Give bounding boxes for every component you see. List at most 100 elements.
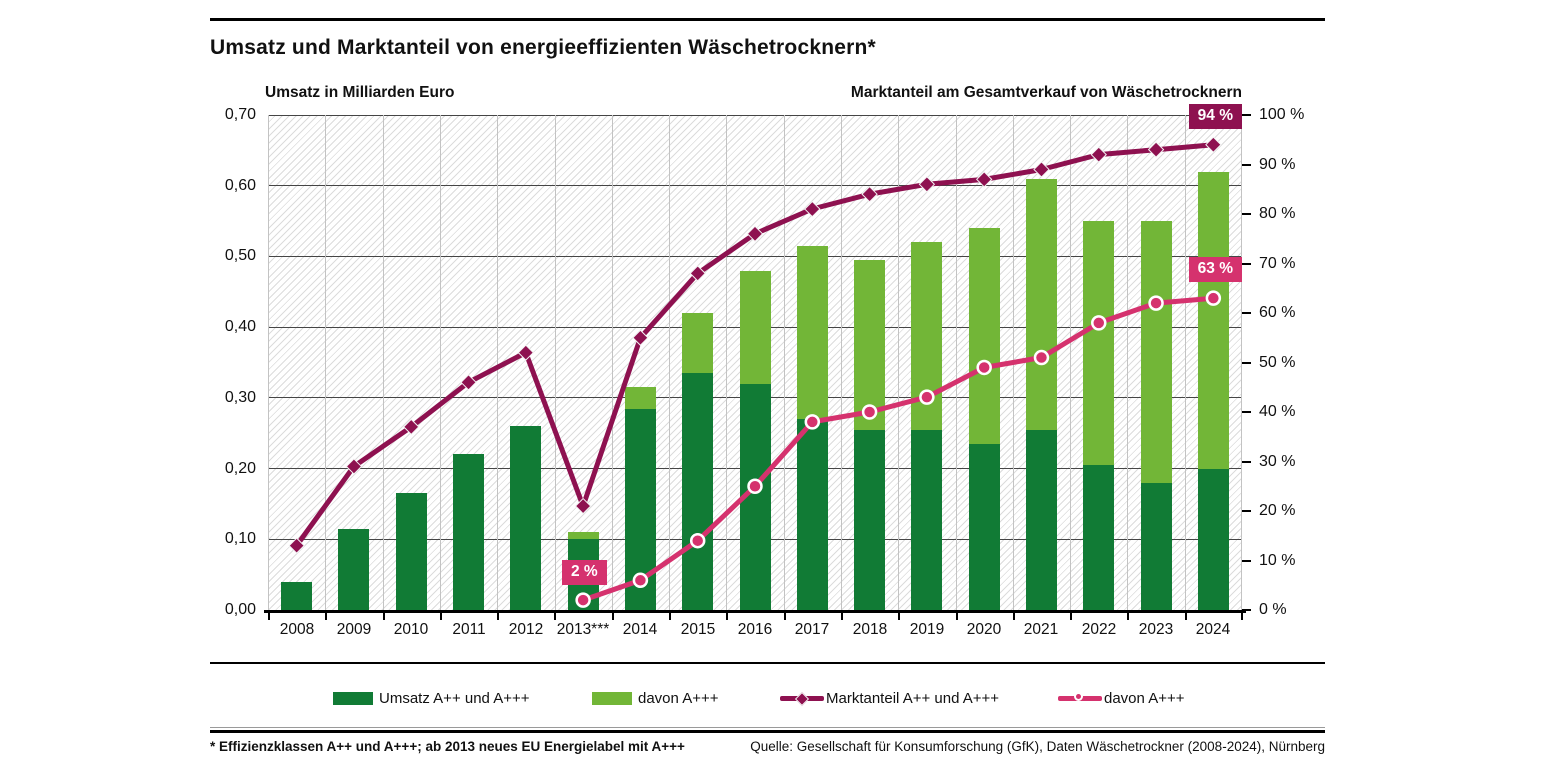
x-axis-year-label: 2022: [1081, 621, 1117, 638]
footnote: * Effizienzklassen A++ und A+++; ab 2013…: [210, 739, 685, 754]
x-axis-year-label: 2014: [622, 621, 658, 638]
circle-marker: [919, 389, 935, 405]
bar-davon-a3: [739, 270, 771, 384]
v-gridline: [1127, 115, 1129, 610]
legend-swatch-light_green: [592, 692, 632, 705]
right-axis-tick: [1242, 609, 1251, 611]
marktanteil-davon-a3-line: [582, 295, 1214, 603]
x-axis-year-label: 2012: [508, 621, 544, 638]
right-axis-tick: [1242, 114, 1251, 116]
circle-marker: [1148, 295, 1164, 311]
bar-davon-a3: [854, 260, 886, 430]
legend-label: Marktanteil A++ und A+++: [826, 690, 1000, 707]
bar-umsatz-gesamt: [968, 443, 1000, 610]
right-axis-tick-label: 60 %: [1259, 304, 1296, 321]
circle-marker: [689, 532, 706, 549]
circle-marker: [976, 359, 992, 376]
right-axis-tick: [1242, 312, 1251, 314]
bar-davon-a3: [682, 313, 714, 374]
v-gridline: [726, 115, 728, 610]
x-axis-tick: [1070, 613, 1072, 620]
diamond-marker: [403, 418, 420, 436]
left-axis-title: Umsatz in Milliarden Euro: [265, 84, 455, 101]
legend-diamond-marker: [794, 691, 810, 706]
diamond-marker: [746, 225, 764, 243]
bar-umsatz-gesamt: [1197, 468, 1229, 610]
left-axis-tick-label: 0,70: [224, 106, 256, 123]
circle-marker: [1205, 290, 1222, 306]
x-axis-year-label: 2024: [1195, 621, 1231, 638]
h-gridline: [268, 256, 1242, 257]
x-axis-year-label: 2011: [452, 621, 486, 638]
bar-davon-a3: [1026, 178, 1057, 430]
right-axis-tick: [1242, 560, 1251, 562]
data-label-94%: 94 %: [1188, 104, 1242, 129]
diamond-marker: [1147, 141, 1165, 158]
v-gridline: [439, 115, 441, 610]
x-axis-year-label: 2021: [1023, 621, 1059, 638]
x-axis-year-label: 2013***: [556, 621, 610, 638]
diamond-marker: [1033, 161, 1050, 178]
circle-marker: [575, 592, 591, 608]
v-gridline: [783, 115, 785, 610]
circle-marker: [747, 478, 763, 494]
data-label-2%: 2 %: [562, 560, 607, 585]
legend-dot-marker: [1074, 692, 1083, 701]
x-axis-tick: [726, 613, 728, 620]
x-axis-tick: [1185, 613, 1187, 620]
x-axis-tick: [268, 613, 270, 620]
v-gridline: [382, 115, 384, 610]
x-axis-year-label: 2018: [852, 621, 888, 638]
circle-marker: [804, 414, 821, 430]
chart-title: Umsatz und Marktanteil von energieeffizi…: [210, 36, 876, 59]
v-gridline: [1241, 115, 1242, 610]
source-credit: Quelle: Gesellschaft für Konsumforschung…: [750, 739, 1325, 754]
h-gridline: [268, 115, 1242, 116]
legend-top-rule: [210, 662, 1325, 664]
bar-umsatz-gesamt: [854, 429, 886, 610]
data-label-63%: 63 %: [1188, 257, 1242, 282]
left-axis-tick-label: 0,40: [224, 318, 256, 335]
v-gridline: [669, 115, 671, 610]
x-axis-tick: [497, 613, 499, 620]
diamond-marker: [632, 329, 649, 346]
diamond-marker: [1090, 146, 1107, 163]
footer-thick-rule: [210, 730, 1325, 733]
v-gridline: [1184, 115, 1186, 610]
v-gridline: [611, 115, 613, 610]
bar-umsatz-gesamt: [395, 493, 427, 610]
right-axis-tick: [1242, 164, 1251, 166]
x-axis-year-label: 2019: [909, 621, 945, 638]
left-axis-tick-label: 0,30: [224, 389, 256, 406]
right-axis-tick-label: 50 %: [1259, 354, 1296, 371]
right-axis-tick: [1242, 510, 1251, 512]
diamond-marker: [1205, 136, 1222, 153]
bar-umsatz-gesamt: [1026, 429, 1057, 610]
right-axis-tick: [1242, 461, 1251, 463]
diamond-marker: [345, 458, 363, 475]
x-axis-tick: [383, 613, 385, 620]
legend-label: Umsatz A++ und A+++: [379, 690, 530, 707]
bar-davon-a3: [624, 387, 656, 409]
bar-davon-a3: [968, 228, 1000, 444]
bar-umsatz-gesamt: [1083, 465, 1115, 610]
x-axis-tick: [784, 613, 786, 620]
x-axis-tick: [612, 613, 614, 620]
right-axis-title: Marktanteil am Gesamtverkauf von Wäschet…: [850, 84, 1242, 101]
v-gridline: [268, 115, 269, 610]
x-axis-year-label: 2015: [680, 621, 716, 638]
v-gridline: [840, 115, 842, 610]
x-axis-tick: [554, 613, 556, 620]
footer-thin-rule: [210, 727, 1325, 728]
right-axis-tick: [1242, 213, 1251, 215]
v-gridline: [325, 115, 327, 610]
legend-label: davon A+++: [1104, 690, 1185, 707]
h-gridline: [268, 185, 1242, 186]
left-axis-tick-label: 0,10: [224, 530, 256, 547]
x-axis-tick: [1013, 613, 1015, 620]
right-axis-tick: [1242, 362, 1251, 364]
legend-label: davon A+++: [638, 690, 719, 707]
diamond-marker: [460, 374, 477, 391]
right-axis-tick-label: 90 %: [1259, 156, 1296, 173]
right-axis-tick-label: 40 %: [1259, 403, 1296, 420]
